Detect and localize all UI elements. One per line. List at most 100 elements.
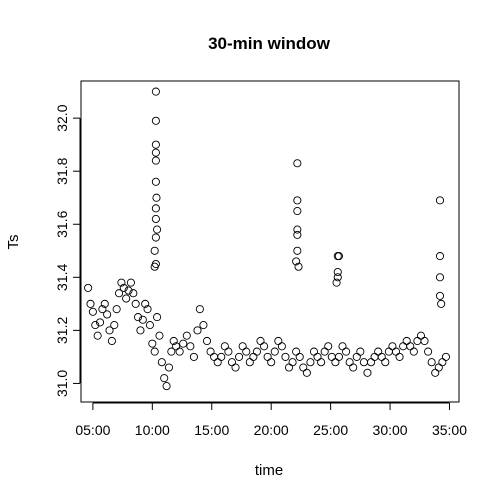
data-point xyxy=(93,331,102,340)
data-point xyxy=(363,368,372,377)
data-point xyxy=(134,313,143,322)
data-point xyxy=(431,368,440,377)
data-point xyxy=(195,305,204,314)
data-point xyxy=(288,358,297,367)
data-point xyxy=(151,156,160,165)
data-point xyxy=(434,363,443,372)
data-point xyxy=(105,326,114,335)
data-point xyxy=(293,196,302,205)
y-tick-label: 31.4 xyxy=(54,263,70,290)
data-point xyxy=(182,331,191,340)
data-point xyxy=(293,206,302,216)
y-tick-label: 31.8 xyxy=(54,157,70,184)
data-point xyxy=(388,342,397,351)
data-point xyxy=(175,347,184,356)
data-point xyxy=(320,347,329,356)
data-point xyxy=(377,352,386,361)
data-point xyxy=(86,299,95,308)
data-point xyxy=(157,358,166,367)
data-point xyxy=(235,352,244,361)
data-point xyxy=(366,358,376,367)
data-point xyxy=(145,321,154,330)
data-point xyxy=(151,87,160,96)
data-point xyxy=(119,283,128,292)
data-point xyxy=(160,374,169,383)
data-point xyxy=(112,305,121,314)
y-tick-label: 31.0 xyxy=(54,370,70,397)
data-point xyxy=(100,299,109,308)
data-point xyxy=(342,347,351,356)
data-point xyxy=(306,358,315,367)
data-point xyxy=(295,352,304,361)
data-point xyxy=(391,347,401,356)
data-point xyxy=(141,299,150,308)
data-point xyxy=(189,352,198,361)
data-point xyxy=(333,267,342,277)
data-point xyxy=(277,342,286,351)
data-point xyxy=(88,307,97,316)
data-point xyxy=(441,352,450,361)
data-point xyxy=(435,273,445,282)
data-point xyxy=(98,305,107,314)
data-point xyxy=(217,352,226,361)
data-point xyxy=(256,336,265,346)
x-axis-title: time xyxy=(255,462,283,479)
data-point xyxy=(324,342,333,351)
data-point xyxy=(292,257,301,266)
data-point xyxy=(313,352,322,361)
data-point xyxy=(374,347,383,356)
data-point xyxy=(131,299,140,308)
data-point xyxy=(427,358,436,367)
x-tick-label: 15:00 xyxy=(194,422,229,438)
x-tick-label: 25:00 xyxy=(313,422,348,438)
data-point xyxy=(327,352,336,361)
data-point xyxy=(284,363,294,372)
data-point xyxy=(210,352,219,361)
x-tick-label: 35:00 xyxy=(432,422,467,438)
data-point xyxy=(333,273,342,282)
data-point xyxy=(270,347,279,356)
data-point xyxy=(292,347,301,356)
x-tick-label: 05:00 xyxy=(75,422,110,438)
data-point xyxy=(153,225,162,234)
data-point xyxy=(138,315,147,324)
data-point xyxy=(293,230,302,239)
data-point xyxy=(136,326,145,335)
data-point xyxy=(263,352,272,361)
data-point xyxy=(274,336,283,346)
data-point xyxy=(220,342,229,351)
data-point xyxy=(107,336,116,346)
y-tick-label: 31.2 xyxy=(54,317,70,344)
data-point xyxy=(402,336,411,346)
x-axis: 05:00 10:00 15:00 20:00 25:00 30:00 35:00 xyxy=(75,402,467,438)
data-point xyxy=(186,342,195,351)
data-point xyxy=(202,336,212,346)
data-point xyxy=(152,193,161,202)
data-point xyxy=(129,289,138,298)
data-point xyxy=(356,347,365,356)
chart-title: 30-min window xyxy=(208,34,331,53)
data-point xyxy=(370,352,379,361)
data-point xyxy=(349,363,358,372)
data-point xyxy=(309,347,319,356)
data-point xyxy=(438,358,447,367)
x-tick-label: 20:00 xyxy=(254,422,289,438)
y-tick-label: 31.6 xyxy=(54,210,70,237)
data-point xyxy=(395,352,404,361)
data-points xyxy=(84,87,450,391)
data-point xyxy=(338,342,347,351)
y-axis: 31.0 31.2 31.4 31.6 31.8 32.0 xyxy=(54,104,81,397)
data-point xyxy=(103,310,112,319)
data-point xyxy=(399,342,408,351)
data-point xyxy=(224,347,233,356)
data-point xyxy=(293,225,302,234)
data-point xyxy=(151,177,160,186)
data-point xyxy=(151,116,160,125)
data-point xyxy=(238,342,247,351)
data-point xyxy=(416,331,426,340)
data-point xyxy=(91,321,100,330)
data-point xyxy=(332,278,341,287)
data-point xyxy=(95,318,105,327)
data-point xyxy=(281,352,290,361)
